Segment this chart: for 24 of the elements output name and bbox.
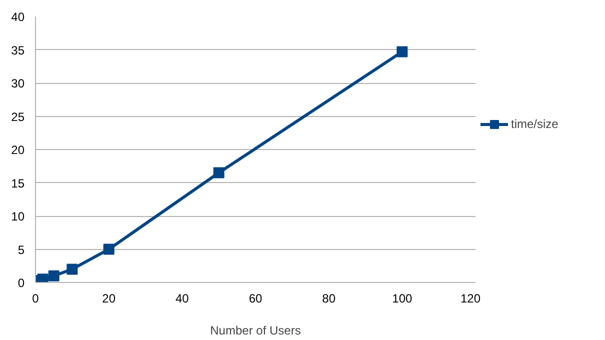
point: [213, 167, 224, 178]
y-tick-label: 5: [18, 242, 25, 257]
x-axis-title: Number of Users: [210, 324, 301, 338]
x-tick-label: 0: [32, 292, 40, 306]
y-tick-label: 35: [11, 43, 25, 58]
legend-label: time/size: [511, 117, 558, 131]
y-tick-label: 25: [11, 110, 25, 124]
x-tick-label: 80: [322, 292, 336, 306]
point: [103, 244, 114, 255]
y-tick-label: 15: [11, 176, 25, 190]
y-tick-label: 20: [11, 143, 25, 157]
x-tick-label: 20: [102, 292, 116, 306]
x-tick-label: 100: [392, 292, 413, 306]
y-tick-label: 30: [11, 76, 25, 90]
x-tick-label: 60: [248, 292, 262, 306]
x-tick-label: 120: [460, 292, 481, 306]
y-tick-label: 10: [11, 210, 25, 224]
y-tick-label: 0: [18, 276, 25, 290]
point: [48, 270, 60, 282]
point: [396, 46, 408, 58]
x-tick-label: 40: [175, 292, 190, 306]
point: [37, 274, 48, 282]
y-tick-label: 40: [11, 10, 25, 24]
point: [66, 264, 78, 275]
